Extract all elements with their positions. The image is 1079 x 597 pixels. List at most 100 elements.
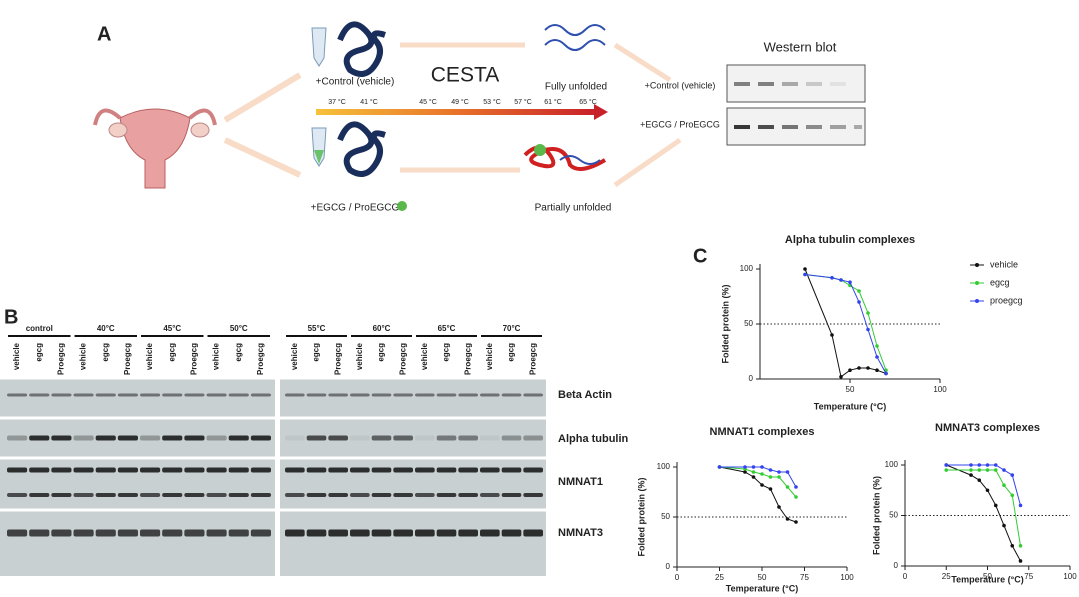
data-point (969, 463, 973, 467)
data-point (794, 485, 798, 489)
y-axis-label: Folded protein (%) (720, 285, 730, 364)
data-point (830, 333, 834, 337)
blot-band (117, 493, 138, 497)
blot-band (162, 393, 183, 397)
blot-band (758, 125, 774, 129)
temperature-label: 45 °C (419, 98, 437, 106)
lane-label: egcg (312, 343, 321, 362)
data-point (785, 517, 790, 521)
data-point (785, 470, 790, 474)
lane-label: vehicle (145, 342, 154, 370)
blot-band (140, 493, 161, 497)
blot-band (250, 435, 271, 441)
blot-band (436, 393, 457, 397)
blot-title: Western blot (764, 39, 837, 54)
blot-band (162, 493, 183, 497)
group-label: 50°C (230, 324, 248, 333)
blot-band (415, 435, 435, 441)
group-label: 55°C (308, 324, 326, 333)
lane-label: Proegcg (528, 343, 537, 375)
blot-band (393, 393, 413, 397)
data-point (803, 272, 807, 277)
blot-band (415, 467, 435, 473)
blot-band (51, 493, 72, 497)
temperature-label: 49 °C (451, 98, 469, 106)
temperature-label: 65 °C (579, 98, 597, 106)
blot-band (117, 435, 138, 441)
y-tick-label: 100 (885, 460, 899, 469)
data-point (985, 463, 990, 467)
legend-label: proegcg (990, 295, 1023, 305)
x-tick-label: 25 (715, 573, 724, 582)
lane-label: egcg (234, 343, 243, 362)
lane-label: vehicle (212, 342, 221, 370)
blot-band (393, 529, 413, 537)
blot-band (501, 467, 522, 473)
group-label: 65°C (438, 324, 456, 333)
data-point (969, 468, 973, 472)
temperature-label: 41 °C (360, 98, 378, 106)
series-line (719, 466, 797, 523)
data-point (743, 470, 747, 474)
data-point (884, 371, 888, 376)
lane-label: vehicle (12, 342, 21, 370)
data-point (760, 472, 764, 476)
data-point (857, 300, 861, 304)
x-tick-label: 100 (933, 385, 947, 394)
data-point (785, 485, 790, 489)
lane-label: Proegcg (463, 343, 472, 375)
x-tick-label: 100 (840, 573, 854, 582)
series-line (804, 274, 887, 371)
ligand-icon (534, 144, 546, 156)
blot-band (7, 529, 28, 537)
blot-band (184, 467, 205, 473)
lane-label: egcg (507, 343, 516, 362)
blot-band (285, 393, 305, 397)
flow-arrow (223, 72, 302, 178)
lane-label: Proegcg (190, 343, 199, 375)
blot-band (523, 529, 543, 537)
data-point (875, 355, 879, 359)
group-label: 70°C (503, 324, 521, 333)
blot-band (523, 393, 543, 397)
series-line (946, 469, 1021, 546)
lane-label: Proegcg (333, 343, 342, 375)
y-tick-label: 0 (894, 561, 899, 570)
blot-band (830, 82, 846, 86)
blot-band (306, 467, 327, 473)
flow-arrow (400, 42, 682, 188)
y-tick-label: 50 (889, 511, 898, 520)
data-point (794, 520, 798, 524)
series-line (946, 464, 1021, 562)
data-point (751, 465, 756, 469)
temperature-label: 53 °C (483, 98, 501, 106)
unfolded-icon (544, 24, 606, 51)
data-point (875, 344, 879, 348)
legend-label: vehicle (990, 259, 1018, 269)
x-tick-label: 75 (1024, 572, 1033, 581)
blot-band (51, 393, 72, 397)
y-axis-label: Folded protein (%) (636, 478, 646, 557)
chart-title: NMNAT1 complexes (710, 426, 815, 438)
data-point (751, 470, 756, 474)
blot-band (328, 493, 348, 497)
data-point (777, 475, 781, 479)
blot-band (501, 493, 522, 497)
blot-band (206, 529, 227, 537)
blot-band (117, 393, 138, 397)
data-point (866, 366, 870, 370)
data-point (977, 478, 982, 482)
blot-band (285, 529, 305, 537)
blot-band (854, 125, 862, 129)
blot-band (350, 393, 370, 397)
blot-band (480, 435, 500, 441)
legend-swatch (975, 281, 979, 285)
data-point (768, 487, 773, 491)
uterus-icon (93, 108, 217, 189)
blot-band (458, 435, 478, 441)
data-point (777, 505, 781, 509)
blot-band (328, 393, 348, 397)
lane-label: vehicle (79, 342, 88, 370)
blot-band (501, 529, 522, 537)
blot-band (436, 467, 457, 473)
